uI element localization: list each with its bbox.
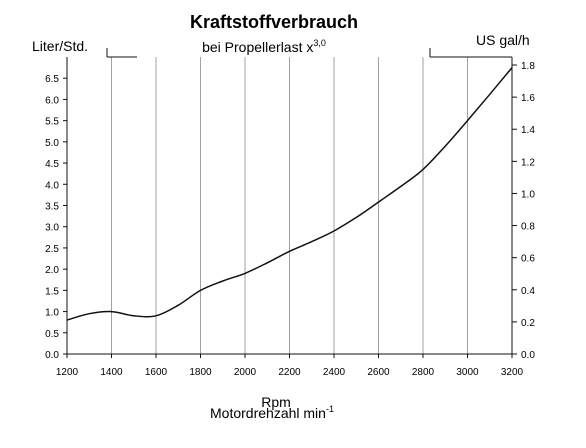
y-left-tick-label: 2.5 xyxy=(45,244,59,255)
x-axis-label-exponent: -1 xyxy=(326,404,334,414)
y-left-tick-label: 1.5 xyxy=(45,286,59,297)
x-axis-ticks: 1200 1400 1600 1800 2000 2200 2400 2600 2800 3000… xyxy=(56,354,524,378)
series-line xyxy=(66,67,513,321)
y-left-axis-label: Liter/Std. xyxy=(32,38,88,54)
x-tick-label: 2400 xyxy=(323,367,346,378)
y-left-tick-label: 1.0 xyxy=(45,308,59,319)
y-right-tick-label: 1.6 xyxy=(521,93,535,104)
y-left-axis-ticks: 0.0 0.5 1.0 1.5 2.0 2.5 3.0 3.5 4.0 4.5 5.0 5.5 6.0 6… xyxy=(45,74,67,361)
x-tick-label: 3000 xyxy=(456,367,479,378)
y-left-tick-label: 6.0 xyxy=(45,95,59,106)
y-right-tick-label: 0.6 xyxy=(521,254,535,265)
y-right-tick-label: 1.8 xyxy=(521,61,535,72)
y-left-tick-label: 0.5 xyxy=(45,329,59,340)
y-right-tick-label: 0.2 xyxy=(521,318,535,329)
chart-subtitle-main: bei Propellerlast x xyxy=(202,39,313,55)
y-right-axis-label: US gal/h xyxy=(476,32,530,48)
y-left-tick-label: 0.0 xyxy=(45,350,59,361)
x-tick-label: 2200 xyxy=(278,367,301,378)
y-left-tick-label: 4.5 xyxy=(45,159,59,170)
x-axis-label-main: Motordrehzahl min xyxy=(210,405,326,421)
y-left-tick-label: 3.0 xyxy=(45,223,59,234)
y-right-tick-label: 1.0 xyxy=(521,189,535,200)
chart-title: Kraftstoffverbrauch xyxy=(190,12,358,32)
chart-subtitle: bei Propellerlast x3,0 xyxy=(202,38,326,55)
x-tick-label: 1800 xyxy=(189,367,212,378)
x-tick-label: 2600 xyxy=(367,367,390,378)
y-right-tick-label: 1.2 xyxy=(521,157,535,168)
y-right-axis-ticks: 0.0 0.2 0.4 0.6 0.8 1.0 1.2 1.4 1.6 1.8 xyxy=(512,61,535,361)
chart-grid xyxy=(111,57,468,354)
y-right-tick-label: 1.4 xyxy=(521,125,535,136)
x-tick-label: 2800 xyxy=(412,367,435,378)
y-right-tick-label: 0.4 xyxy=(521,286,535,297)
y-left-tick-label: 2.0 xyxy=(45,265,59,276)
x-axis-label-rpm: Rpm xyxy=(261,394,291,410)
x-tick-label: 1400 xyxy=(100,367,123,378)
x-tick-label: 1200 xyxy=(56,367,79,378)
chart-subtitle-exponent: 3,0 xyxy=(313,38,326,48)
y-left-tick-label: 5.5 xyxy=(45,117,59,128)
y-right-tick-label: 0.8 xyxy=(521,222,535,233)
y-left-tick-label: 6.5 xyxy=(45,74,59,85)
y-left-tick-label: 4.0 xyxy=(45,180,59,191)
x-tick-label: 3200 xyxy=(501,367,524,378)
y-left-tick-label: 3.5 xyxy=(45,202,59,213)
x-tick-label: 2000 xyxy=(234,367,257,378)
x-axis-label: Motordrehzahl min-1 xyxy=(210,404,334,421)
y-left-tick-label: 5.0 xyxy=(45,138,59,149)
x-tick-label: 1600 xyxy=(145,367,168,378)
y-right-tick-label: 0.0 xyxy=(521,350,535,361)
